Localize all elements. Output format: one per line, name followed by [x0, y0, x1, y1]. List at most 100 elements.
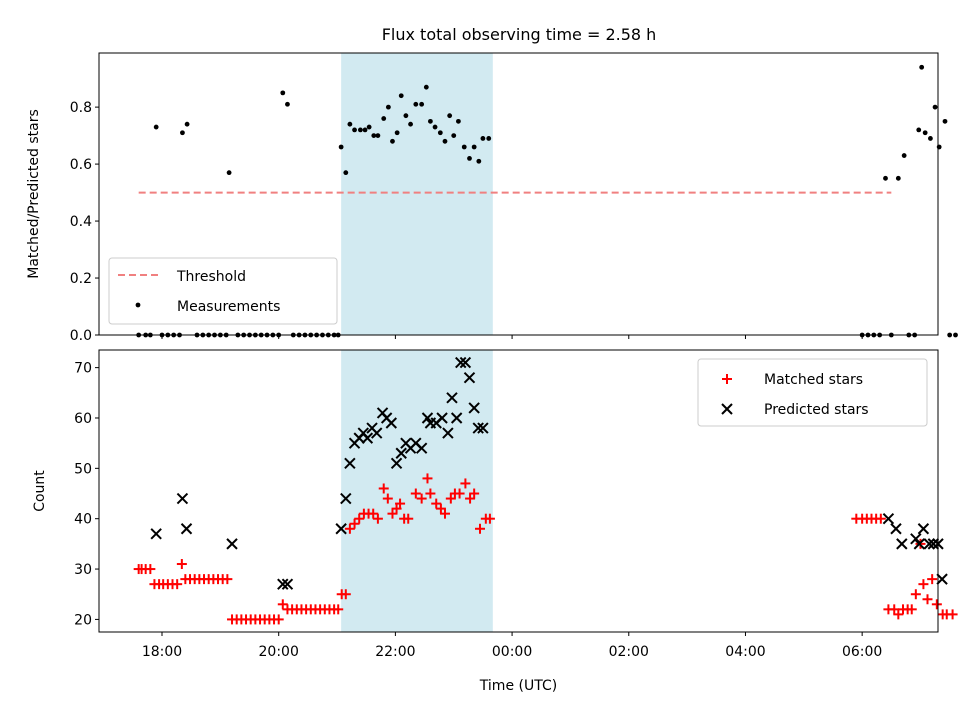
y-tick-label: 0.8 — [70, 100, 92, 116]
ratio-panel: 0.00.20.40.60.8 Matched/Predicted stars … — [26, 52, 958, 344]
predicted-star-point — [150, 528, 162, 540]
observing-window-band — [341, 53, 493, 335]
predicted-star-point — [472, 422, 484, 434]
y-tick-label: 50 — [74, 461, 92, 477]
x-stroke — [415, 442, 428, 454]
legend-predicted-label: Predicted stars — [764, 402, 869, 418]
matched-star-point — [378, 483, 389, 494]
measurement-point — [461, 144, 467, 150]
measurement-point — [486, 136, 492, 141]
ratio-y-axis: 0.0 0.2 0.4 0.6 0.8 — [70, 100, 99, 344]
predicted-star-point — [468, 402, 480, 414]
observing-window-band — [341, 350, 493, 632]
predicted-star-point — [395, 447, 407, 459]
matched-star-point — [875, 513, 886, 524]
x-stroke — [371, 427, 383, 439]
measurement-point — [467, 155, 472, 161]
matched-star-point — [416, 493, 427, 504]
matched-star-point — [372, 513, 383, 524]
measurement-point — [338, 144, 344, 150]
ratio-legend: Threshold Measurements — [108, 257, 338, 325]
measurement-point — [922, 130, 928, 136]
predicted-star-point — [436, 412, 448, 424]
x-stroke — [472, 422, 484, 434]
predicted-star-point — [936, 573, 948, 585]
measurement-point — [471, 144, 477, 150]
measurement-point — [442, 138, 448, 144]
x-stroke — [917, 523, 930, 535]
x-stroke — [395, 447, 407, 459]
matched-star-point — [387, 508, 398, 519]
measurement-point — [895, 175, 901, 181]
legend-threshold-label: Threshold — [176, 269, 246, 285]
count-marks — [133, 356, 958, 625]
matched-star-point — [435, 503, 446, 514]
matched-star-point — [465, 493, 476, 504]
chart-title: Flux total observing time = 2.58 h — [382, 25, 657, 44]
predicted-star-point — [913, 538, 926, 550]
y-tick-label: 30 — [74, 562, 92, 578]
measurement-point — [390, 138, 395, 144]
predicted-star-point — [340, 492, 352, 505]
matched-star-point — [145, 564, 156, 575]
matched-star-point — [403, 513, 414, 524]
y-tick-label: 20 — [74, 612, 92, 628]
measurement-point — [423, 84, 429, 90]
measurement-point — [480, 136, 486, 141]
matched-star-point — [382, 493, 393, 504]
predicted-star-point — [882, 512, 895, 525]
measurement-point — [953, 332, 958, 338]
x-stroke — [361, 432, 374, 444]
measurement-point — [398, 93, 404, 99]
measurement-point — [901, 153, 907, 158]
measurement-point — [394, 130, 400, 136]
matched-star-point — [439, 508, 450, 519]
x-stroke — [410, 437, 422, 449]
matched-star-point — [354, 513, 365, 524]
x-stroke — [390, 457, 403, 470]
measurement-point — [403, 113, 409, 119]
matched-star-point — [910, 589, 921, 600]
x-tick-label: 00:00 — [492, 644, 532, 660]
matched-star-point — [469, 488, 480, 499]
y-tick-label: 0.2 — [70, 271, 92, 287]
measurement-point — [408, 121, 413, 127]
measurement-point — [343, 170, 349, 176]
predicted-star-point — [463, 371, 476, 384]
x-stroke — [340, 492, 352, 505]
predicted-star-point — [459, 356, 472, 369]
x-stroke — [335, 523, 347, 535]
matched-star-point — [395, 498, 406, 509]
count-y-axis-label: Count — [32, 470, 48, 512]
y-tick-label: 40 — [74, 512, 92, 528]
measurement-point — [347, 121, 353, 127]
predicted-star-point — [923, 538, 935, 550]
measurement-point — [936, 144, 942, 150]
x-stroke — [421, 412, 434, 424]
matched-star-point — [410, 488, 421, 499]
measurement-point — [476, 158, 482, 164]
predicted-star-point — [180, 523, 193, 535]
x-stroke — [890, 523, 902, 535]
measurement-point — [947, 332, 953, 338]
x-stroke — [477, 422, 489, 434]
predicted-star-point — [176, 492, 189, 505]
x-stroke — [913, 538, 926, 550]
predicted-star-point — [226, 538, 238, 550]
measurement-point — [916, 127, 922, 133]
x-stroke — [277, 578, 289, 590]
measurement-point — [427, 118, 433, 124]
x-tick-label: 06:00 — [842, 644, 882, 660]
matched-star-point — [172, 579, 183, 590]
matched-star-point — [333, 604, 344, 615]
predicted-star-point — [910, 533, 922, 545]
ratio-y-axis-label: Matched/Predicted stars — [26, 109, 42, 279]
measurement-point — [371, 133, 377, 139]
matched-star-point — [918, 579, 929, 590]
predicted-star-point — [390, 457, 403, 470]
measurement-point — [375, 133, 381, 139]
matched-star-point — [422, 473, 433, 484]
x-stroke — [721, 403, 733, 415]
ratio-marks — [136, 64, 958, 338]
